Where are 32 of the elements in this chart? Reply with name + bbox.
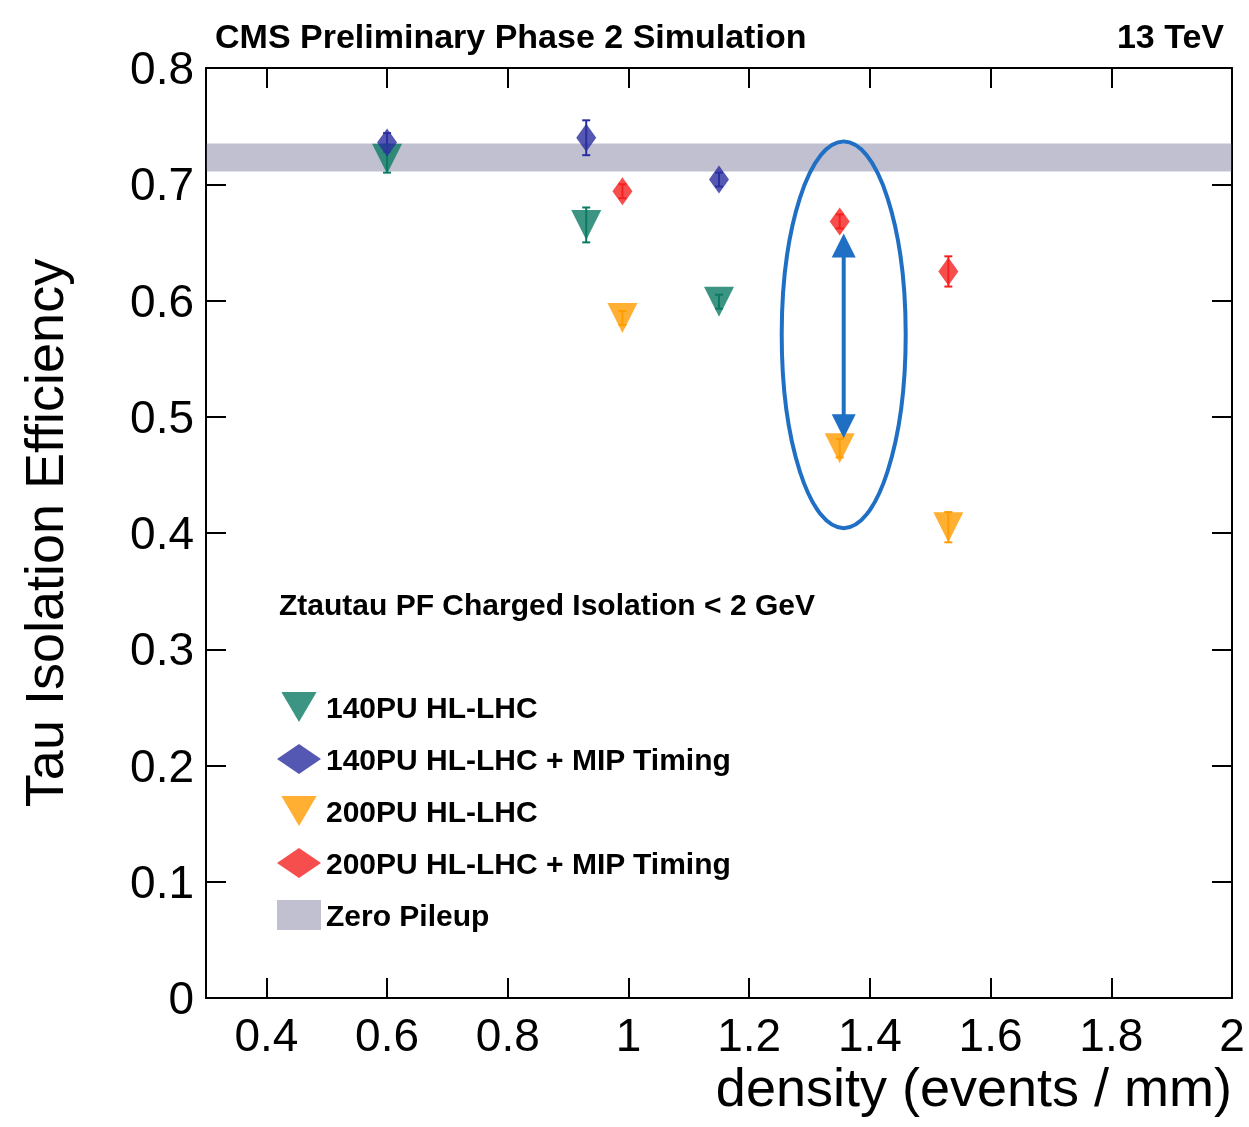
point	[824, 433, 855, 464]
legend-label: 140PU HL-LHC + MIP Timing	[326, 742, 731, 776]
chart-title: CMS Preliminary Phase 2 Simulation	[215, 17, 807, 55]
point	[829, 207, 850, 236]
y-tick-label: 0.7	[130, 158, 194, 211]
x-tick-label: 0.8	[475, 1009, 540, 1061]
x-tick-label: 1	[615, 1009, 642, 1061]
point	[607, 302, 638, 333]
point	[933, 512, 964, 543]
y-tick-label: 0.1	[130, 855, 194, 908]
point	[571, 209, 602, 240]
x-tick-label: 0.4	[234, 1009, 299, 1061]
chart-subtitle: 13 TeV	[1116, 17, 1225, 55]
x-tick-label: 0.6	[355, 1009, 420, 1061]
y-tick-label: 0	[168, 972, 194, 1024]
point	[938, 257, 959, 286]
point	[704, 286, 734, 317]
point	[612, 177, 633, 206]
y-tick-label: 0.2	[130, 739, 194, 792]
point	[377, 128, 398, 157]
y-tick-label: 0.5	[130, 390, 194, 443]
legend-title: Ztautau PF Charged Isolation < 2 GeV	[279, 587, 815, 621]
legend-label: Zero Pileup	[326, 898, 490, 932]
y-tick-label: 0.6	[130, 274, 194, 327]
legend-label: 140PU HL-LHC	[326, 690, 538, 724]
y-tick-label: 0.3	[130, 623, 194, 676]
y-tick-label: 0.4	[130, 507, 194, 559]
legend-label: 200PU HL-LHC	[326, 794, 538, 828]
y-axis-title: Tau Isolation Efficiency	[14, 258, 74, 808]
point	[576, 123, 597, 152]
y-tick-label: 0.8	[130, 42, 194, 94]
legend-label: 200PU HL-LHC + MIP Timing	[326, 846, 731, 880]
